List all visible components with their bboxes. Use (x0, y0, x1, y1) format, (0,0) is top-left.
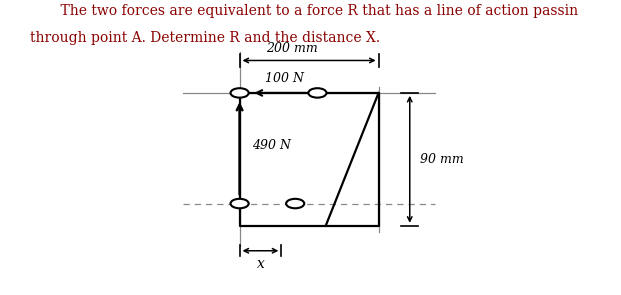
Text: 200 mm: 200 mm (266, 42, 319, 55)
Text: 490 N: 490 N (252, 139, 291, 152)
Text: 100 N: 100 N (265, 72, 304, 85)
Circle shape (230, 199, 248, 208)
Text: through point A. Determine R and the distance X.: through point A. Determine R and the dis… (30, 31, 380, 45)
Circle shape (309, 88, 327, 98)
Text: 90 mm: 90 mm (420, 153, 464, 166)
Circle shape (286, 199, 304, 208)
Text: The two forces are equivalent to a force R that has a line of action passin: The two forces are equivalent to a force… (43, 4, 578, 18)
Circle shape (230, 88, 248, 98)
Text: x: x (256, 257, 265, 271)
